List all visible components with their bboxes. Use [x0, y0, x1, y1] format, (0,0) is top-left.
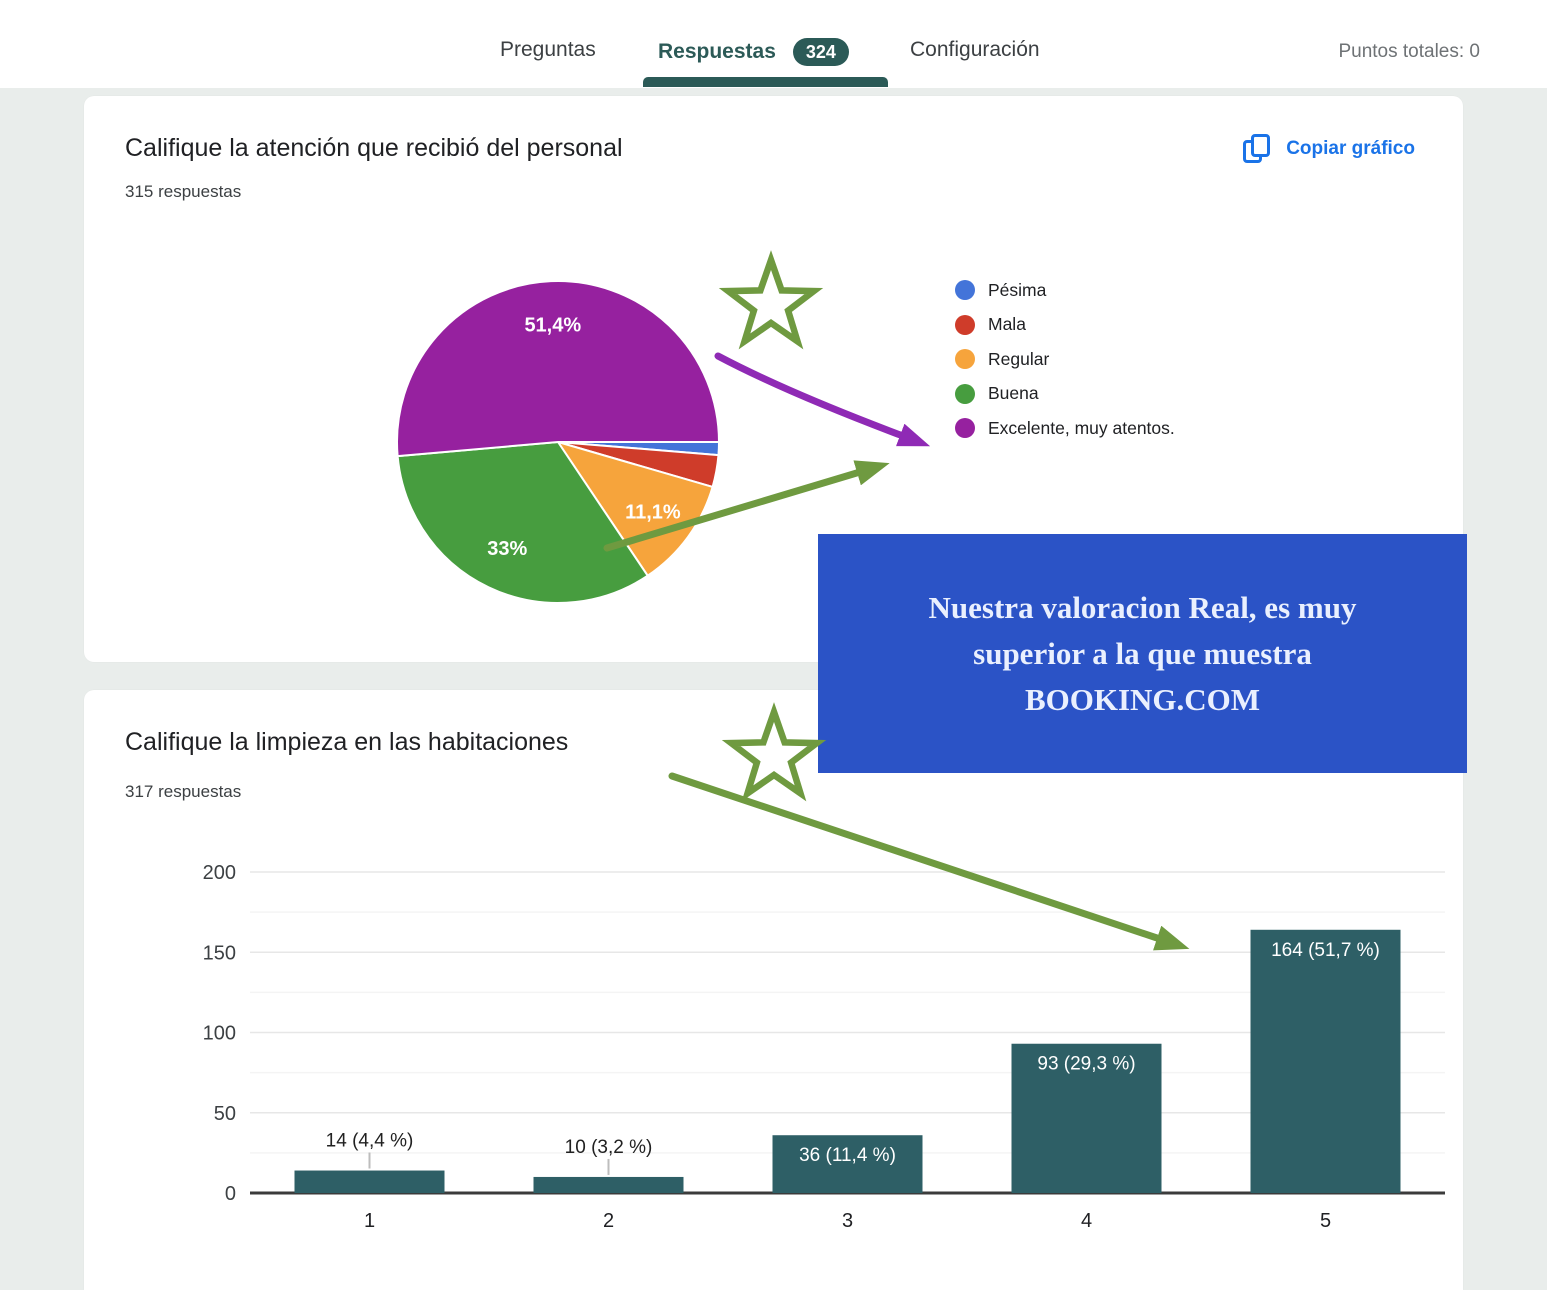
pie-slice-label: 51,4% [524, 315, 581, 337]
pie-slice-label: 33% [487, 538, 527, 560]
x-axis-tick-label: 1 [364, 1210, 375, 1232]
annotation-note-box: Nuestra valoracion Real, es muy superior… [818, 534, 1467, 773]
pie-chart: 11,1% 33% 51,4% [396, 280, 720, 605]
responses-count-text: 315 respuestas [125, 182, 242, 201]
y-axis-tick-label: 150 [203, 942, 236, 964]
y-axis-tick-label: 100 [203, 1023, 236, 1045]
copy-chart-button[interactable]: Copiar gráfico [1242, 133, 1415, 165]
legend-item: Regular [955, 342, 1175, 377]
top-navigation-bar: Preguntas Respuestas 324 Configuración P… [0, 0, 1547, 88]
annotation-line: Nuestra valoracion Real, es muy [928, 589, 1357, 625]
responses-count-text: 317 respuestas [125, 782, 242, 801]
bar-value-label: 14 (4,4 %) [326, 1131, 414, 1152]
tab-preguntas[interactable]: Preguntas [500, 38, 596, 61]
legend-bullet-icon [955, 314, 975, 335]
question-title: Califique la atención que recibió del pe… [125, 134, 623, 162]
legend-item: Excelente, muy atentos. [955, 411, 1175, 446]
bar [1250, 929, 1401, 1193]
legend-item: Buena [955, 377, 1175, 412]
x-axis-tick-label: 3 [842, 1210, 853, 1232]
copy-chart-label: Copiar gráfico [1286, 138, 1415, 159]
y-axis-tick-label: 200 [203, 862, 236, 884]
bar-chart: 0 50 100 150 200 14 (4,4 %) 1 10 (3,2 %) 2 36 (11… [203, 862, 1445, 1232]
question-card-limpieza: Califique la limpieza en las habitacione… [84, 690, 1463, 1290]
x-axis-tick-label: 2 [603, 1210, 614, 1232]
legend-bullet-icon [955, 383, 975, 404]
total-points-label: Puntos totales: 0 [1338, 41, 1480, 62]
responses-count-badge: 324 [792, 38, 849, 66]
y-axis-tick-label: 0 [225, 1183, 236, 1205]
bar [294, 1170, 445, 1193]
copy-icon [1243, 134, 1271, 163]
bar [772, 1135, 923, 1193]
active-tab-underline [643, 77, 888, 87]
legend-label: Excelente, muy atentos. [988, 417, 1175, 438]
legend-bullet-icon [955, 349, 975, 370]
tab-respuestas[interactable]: Respuestas 324 [658, 38, 849, 66]
question-card-atencion: Califique la atención que recibió del pe… [84, 96, 1463, 662]
annotation-line: superior a la que muestra [973, 635, 1312, 671]
legend-bullet-icon [955, 418, 975, 439]
annotation-line: BOOKING.COM [1024, 681, 1261, 717]
legend-bullet-icon [955, 280, 975, 301]
legend-item: Mala [955, 308, 1175, 343]
pie-slice [396, 441, 649, 605]
tab-configuracion[interactable]: Configuración [910, 38, 1040, 61]
legend-label: Regular [988, 348, 1050, 369]
legend-label: Pésima [988, 279, 1047, 300]
x-axis-tick-label: 4 [1081, 1210, 1092, 1232]
x-axis-tick-label: 5 [1320, 1210, 1331, 1232]
legend-label: Mala [988, 314, 1026, 335]
y-axis-tick-label: 50 [214, 1103, 236, 1125]
pie-slice [396, 280, 720, 458]
tab-respuestas-label: Respuestas [658, 40, 776, 63]
bar [533, 1176, 684, 1193]
legend-label: Buena [988, 383, 1039, 404]
bar-value-label: 93 (29,3 %) [1037, 1054, 1135, 1075]
bar-value-label: 164 (51,7 %) [1271, 940, 1380, 961]
pie-legend: Pésima Mala Regular Buena Excelente, muy ate… [955, 273, 1175, 446]
bar-value-label: 10 (3,2 %) [565, 1137, 653, 1158]
legend-item: Pésima [955, 273, 1175, 308]
question-title: Califique la limpieza en las habitacione… [125, 728, 569, 756]
bar-value-label: 36 (11,4 %) [799, 1145, 896, 1166]
pie-slice-label: 11,1% [625, 501, 681, 523]
bar [1011, 1043, 1162, 1193]
